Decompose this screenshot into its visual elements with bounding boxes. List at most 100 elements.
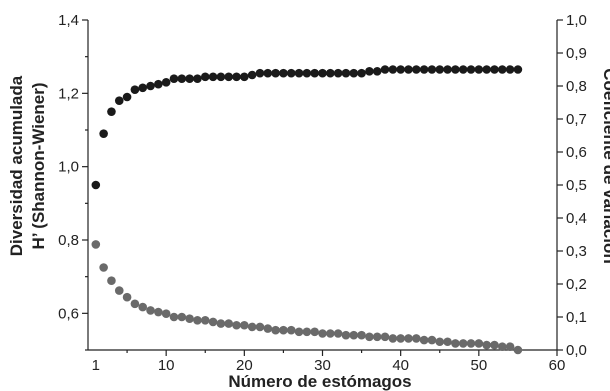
- cv-point: [419, 335, 429, 345]
- y-left-tick-label: 1,2: [58, 85, 79, 102]
- diversity-point: [451, 65, 460, 74]
- cv-point: [232, 320, 241, 330]
- diversity-point: [169, 74, 179, 83]
- y-left-axis-title-line2: H’ (Shannon-Wiener): [29, 82, 48, 249]
- diversity-point: [216, 72, 226, 82]
- diversity-point: [91, 180, 101, 190]
- y-right-tick-label: 0,0: [566, 342, 587, 359]
- cv-point: [412, 334, 421, 343]
- y-right-tick-label: 0,5: [566, 177, 587, 194]
- cv-point: [372, 332, 382, 342]
- diversity-point: [318, 68, 327, 78]
- y-right-tick-label: 0,7: [566, 111, 587, 128]
- cv-point: [130, 299, 140, 309]
- diversity-point: [474, 65, 484, 74]
- cv-point: [505, 342, 515, 352]
- cv-point: [466, 339, 476, 348]
- diversity-point: [412, 65, 421, 74]
- y-right-tick-label: 0,2: [566, 276, 587, 293]
- x-axis-title: Número de estómagos: [228, 372, 411, 391]
- cv-point: [380, 332, 390, 342]
- diversity-point: [146, 81, 155, 91]
- cv-point: [286, 325, 296, 335]
- x-origin-label: 1: [92, 357, 100, 374]
- diversity-point: [513, 65, 523, 74]
- cv-point: [263, 324, 273, 333]
- x-tick-label: 20: [236, 357, 253, 374]
- diversity-point: [286, 68, 296, 78]
- diversity-point: [443, 65, 452, 74]
- y-left-tick-label: 1,0: [58, 159, 79, 176]
- y-left-tick-label: 0,8: [58, 232, 79, 249]
- cv-point: [396, 334, 405, 343]
- cv-point: [458, 339, 468, 348]
- diversity-point: [294, 68, 304, 78]
- cv-point: [99, 263, 108, 272]
- cv-point: [333, 329, 343, 338]
- diversity-point: [497, 65, 507, 74]
- y-right-tick-label: 0,9: [566, 45, 587, 62]
- cv-point: [326, 329, 335, 338]
- y-left-tick-label: 0,6: [58, 305, 79, 322]
- x-tick-label: 40: [392, 357, 409, 374]
- x-tick-label: 50: [470, 357, 487, 374]
- diversity-point: [107, 107, 116, 116]
- diversity-point: [310, 68, 319, 78]
- diversity-point: [419, 65, 429, 74]
- diversity-point: [185, 74, 194, 83]
- diversity-point: [326, 68, 335, 78]
- diversity-point: [372, 67, 382, 76]
- x-tick-label: 30: [314, 357, 331, 374]
- cv-point: [341, 330, 351, 340]
- cv-point: [138, 302, 148, 312]
- cv-point: [318, 329, 327, 338]
- cv-point: [208, 317, 218, 327]
- diversity-point: [396, 65, 405, 74]
- cv-point: [200, 316, 210, 325]
- diversity-point: [263, 68, 273, 78]
- diversity-point: [114, 96, 124, 105]
- diversity-point: [380, 65, 390, 74]
- diversity-point: [208, 72, 218, 82]
- diversity-point: [341, 68, 351, 78]
- diversity-point: [427, 65, 437, 74]
- y-right-tick-label: 0,1: [566, 309, 587, 326]
- diversity-point: [302, 68, 312, 78]
- cv-point: [169, 312, 179, 322]
- diversity-point: [200, 72, 210, 82]
- cv-point: [482, 340, 491, 350]
- cv-point: [122, 292, 132, 302]
- diversity-point: [122, 92, 132, 102]
- diversity-point: [240, 72, 249, 82]
- y-right-tick-label: 1,0: [566, 12, 587, 29]
- cv-point: [161, 309, 171, 319]
- x-tick-label: 10: [158, 357, 175, 374]
- cv-point: [255, 322, 265, 332]
- diversity-point: [154, 79, 163, 89]
- cv-point: [240, 320, 249, 330]
- cv-point: [513, 345, 523, 355]
- cv-point: [349, 330, 359, 340]
- diversity-point: [255, 68, 265, 78]
- cv-point: [443, 337, 452, 347]
- diversity-point: [177, 74, 187, 83]
- diversity-point: [232, 72, 241, 82]
- diversity-point: [271, 68, 280, 78]
- diversity-point: [357, 68, 366, 78]
- cv-point: [216, 319, 226, 328]
- diversity-point: [99, 129, 108, 138]
- diversity-point: [482, 65, 491, 74]
- cv-point: [365, 332, 374, 342]
- cv-point: [427, 335, 437, 345]
- cv-point: [279, 325, 288, 335]
- diversity-point: [349, 68, 359, 78]
- cv-point: [271, 325, 280, 335]
- y-right-tick-label: 0,8: [566, 78, 587, 95]
- y-right-tick-label: 0,6: [566, 144, 587, 161]
- y-left-tick-label: 1,4: [58, 12, 79, 29]
- cv-point: [107, 276, 116, 286]
- cv-point: [193, 316, 202, 325]
- y-left-axis-title-line1: Diversidad acumulada: [7, 75, 26, 256]
- cv-point: [451, 339, 460, 348]
